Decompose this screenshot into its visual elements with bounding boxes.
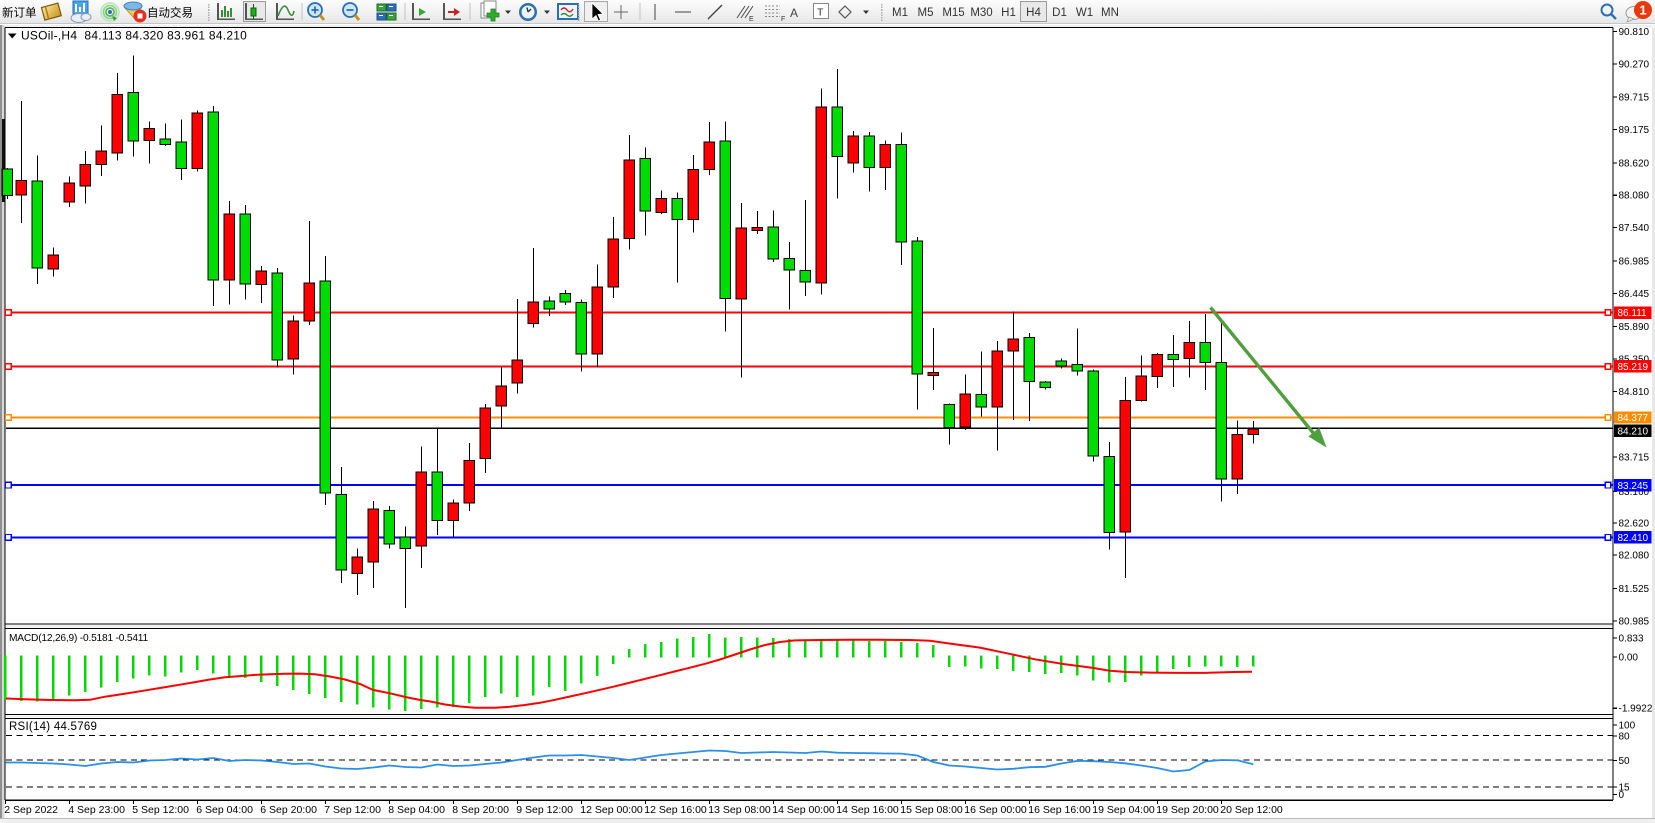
svg-text:86.445: 86.445 bbox=[1619, 289, 1650, 300]
svg-text:0: 0 bbox=[1619, 790, 1625, 801]
svg-text:6 Sep 04:00: 6 Sep 04:00 bbox=[196, 804, 253, 816]
svg-text:87.540: 87.540 bbox=[1619, 223, 1650, 234]
svg-text:19 Sep 04:00: 19 Sep 04:00 bbox=[1092, 804, 1155, 816]
svg-text:80.985: 80.985 bbox=[1619, 616, 1650, 627]
svg-text:89.175: 89.175 bbox=[1619, 125, 1650, 136]
svg-text:12 Sep 16:00: 12 Sep 16:00 bbox=[644, 804, 707, 816]
svg-text:9 Sep 12:00: 9 Sep 12:00 bbox=[516, 804, 573, 816]
svg-text:89.715: 89.715 bbox=[1619, 93, 1650, 104]
svg-text:7 Sep 12:00: 7 Sep 12:00 bbox=[324, 804, 381, 816]
svg-text:88.620: 88.620 bbox=[1619, 158, 1650, 169]
svg-text:90.270: 90.270 bbox=[1619, 59, 1650, 70]
svg-text:82.620: 82.620 bbox=[1619, 518, 1650, 529]
svg-text:84.810: 84.810 bbox=[1619, 387, 1650, 398]
svg-text:82.080: 82.080 bbox=[1619, 551, 1650, 562]
svg-text:A: A bbox=[790, 6, 798, 20]
svg-text:81.525: 81.525 bbox=[1619, 584, 1650, 595]
svg-text:88.080: 88.080 bbox=[1619, 191, 1650, 202]
svg-text:16 Sep 16:00: 16 Sep 16:00 bbox=[1028, 804, 1091, 816]
svg-text:6 Sep 20:00: 6 Sep 20:00 bbox=[260, 804, 317, 816]
svg-text:MACD(12,26,9) -0.5181 -0.5411: MACD(12,26,9) -0.5181 -0.5411 bbox=[9, 633, 149, 644]
svg-text:M1: M1 bbox=[892, 7, 908, 19]
svg-text:MN: MN bbox=[1101, 7, 1119, 19]
svg-text:自动交易: 自动交易 bbox=[147, 6, 193, 20]
svg-text:W1: W1 bbox=[1076, 7, 1093, 19]
svg-text:83.160: 83.160 bbox=[1619, 487, 1650, 498]
svg-text:90.810: 90.810 bbox=[1619, 27, 1650, 38]
svg-text:15 Sep 08:00: 15 Sep 08:00 bbox=[900, 804, 963, 816]
svg-text:20 Sep 12:00: 20 Sep 12:00 bbox=[1220, 804, 1283, 816]
svg-text:1: 1 bbox=[1639, 3, 1646, 18]
svg-text:-1.9922: -1.9922 bbox=[1619, 704, 1653, 715]
svg-text:RSI(14) 44.5769: RSI(14) 44.5769 bbox=[9, 721, 97, 733]
svg-text:85.350: 85.350 bbox=[1619, 355, 1650, 366]
svg-text:2 Sep 2022: 2 Sep 2022 bbox=[4, 804, 58, 816]
svg-text:80: 80 bbox=[1619, 731, 1631, 742]
svg-text:H4: H4 bbox=[1026, 7, 1041, 19]
svg-text:14 Sep 16:00: 14 Sep 16:00 bbox=[836, 804, 899, 816]
svg-text:15: 15 bbox=[1619, 783, 1631, 794]
svg-text:100: 100 bbox=[1619, 721, 1636, 732]
svg-text:F: F bbox=[781, 16, 785, 23]
svg-text:16 Sep 00:00: 16 Sep 00:00 bbox=[964, 804, 1027, 816]
svg-text:新订单: 新订单 bbox=[2, 6, 37, 20]
svg-text:D1: D1 bbox=[1052, 7, 1067, 19]
svg-text:0.00: 0.00 bbox=[1619, 652, 1639, 663]
svg-text:0.833: 0.833 bbox=[1619, 633, 1644, 644]
svg-text:12 Sep 00:00: 12 Sep 00:00 bbox=[580, 804, 643, 816]
svg-text:85.890: 85.890 bbox=[1619, 322, 1650, 333]
svg-text:19 Sep 20:00: 19 Sep 20:00 bbox=[1156, 804, 1219, 816]
svg-text:8 Sep 20:00: 8 Sep 20:00 bbox=[452, 804, 509, 816]
svg-text:86.985: 86.985 bbox=[1619, 256, 1650, 267]
svg-text:M30: M30 bbox=[970, 7, 992, 19]
svg-text:83.245: 83.245 bbox=[1618, 481, 1649, 492]
svg-text:T: T bbox=[817, 7, 824, 19]
svg-text:50: 50 bbox=[1619, 756, 1631, 767]
svg-text:E: E bbox=[749, 16, 754, 23]
svg-text:H1: H1 bbox=[1001, 7, 1016, 19]
svg-text:86.111: 86.111 bbox=[1618, 308, 1648, 319]
svg-text:8 Sep 04:00: 8 Sep 04:00 bbox=[388, 804, 445, 816]
svg-text:85.219: 85.219 bbox=[1618, 362, 1649, 373]
svg-text:M5: M5 bbox=[918, 7, 934, 19]
svg-text:84.377: 84.377 bbox=[1618, 413, 1649, 424]
svg-text:13 Sep 08:00: 13 Sep 08:00 bbox=[708, 804, 771, 816]
svg-text:14 Sep 00:00: 14 Sep 00:00 bbox=[772, 804, 835, 816]
svg-text:4 Sep 23:00: 4 Sep 23:00 bbox=[68, 804, 125, 816]
svg-text:5 Sep 12:00: 5 Sep 12:00 bbox=[132, 804, 189, 816]
svg-text:USOil-,H4 84.113 84.320 83.96: USOil-,H4 84.113 84.320 83.961 84.210 bbox=[21, 29, 247, 43]
svg-text:83.715: 83.715 bbox=[1619, 453, 1650, 464]
svg-text:82.410: 82.410 bbox=[1618, 533, 1649, 544]
svg-text:M15: M15 bbox=[942, 7, 964, 19]
svg-text:84.210: 84.210 bbox=[1618, 426, 1649, 437]
